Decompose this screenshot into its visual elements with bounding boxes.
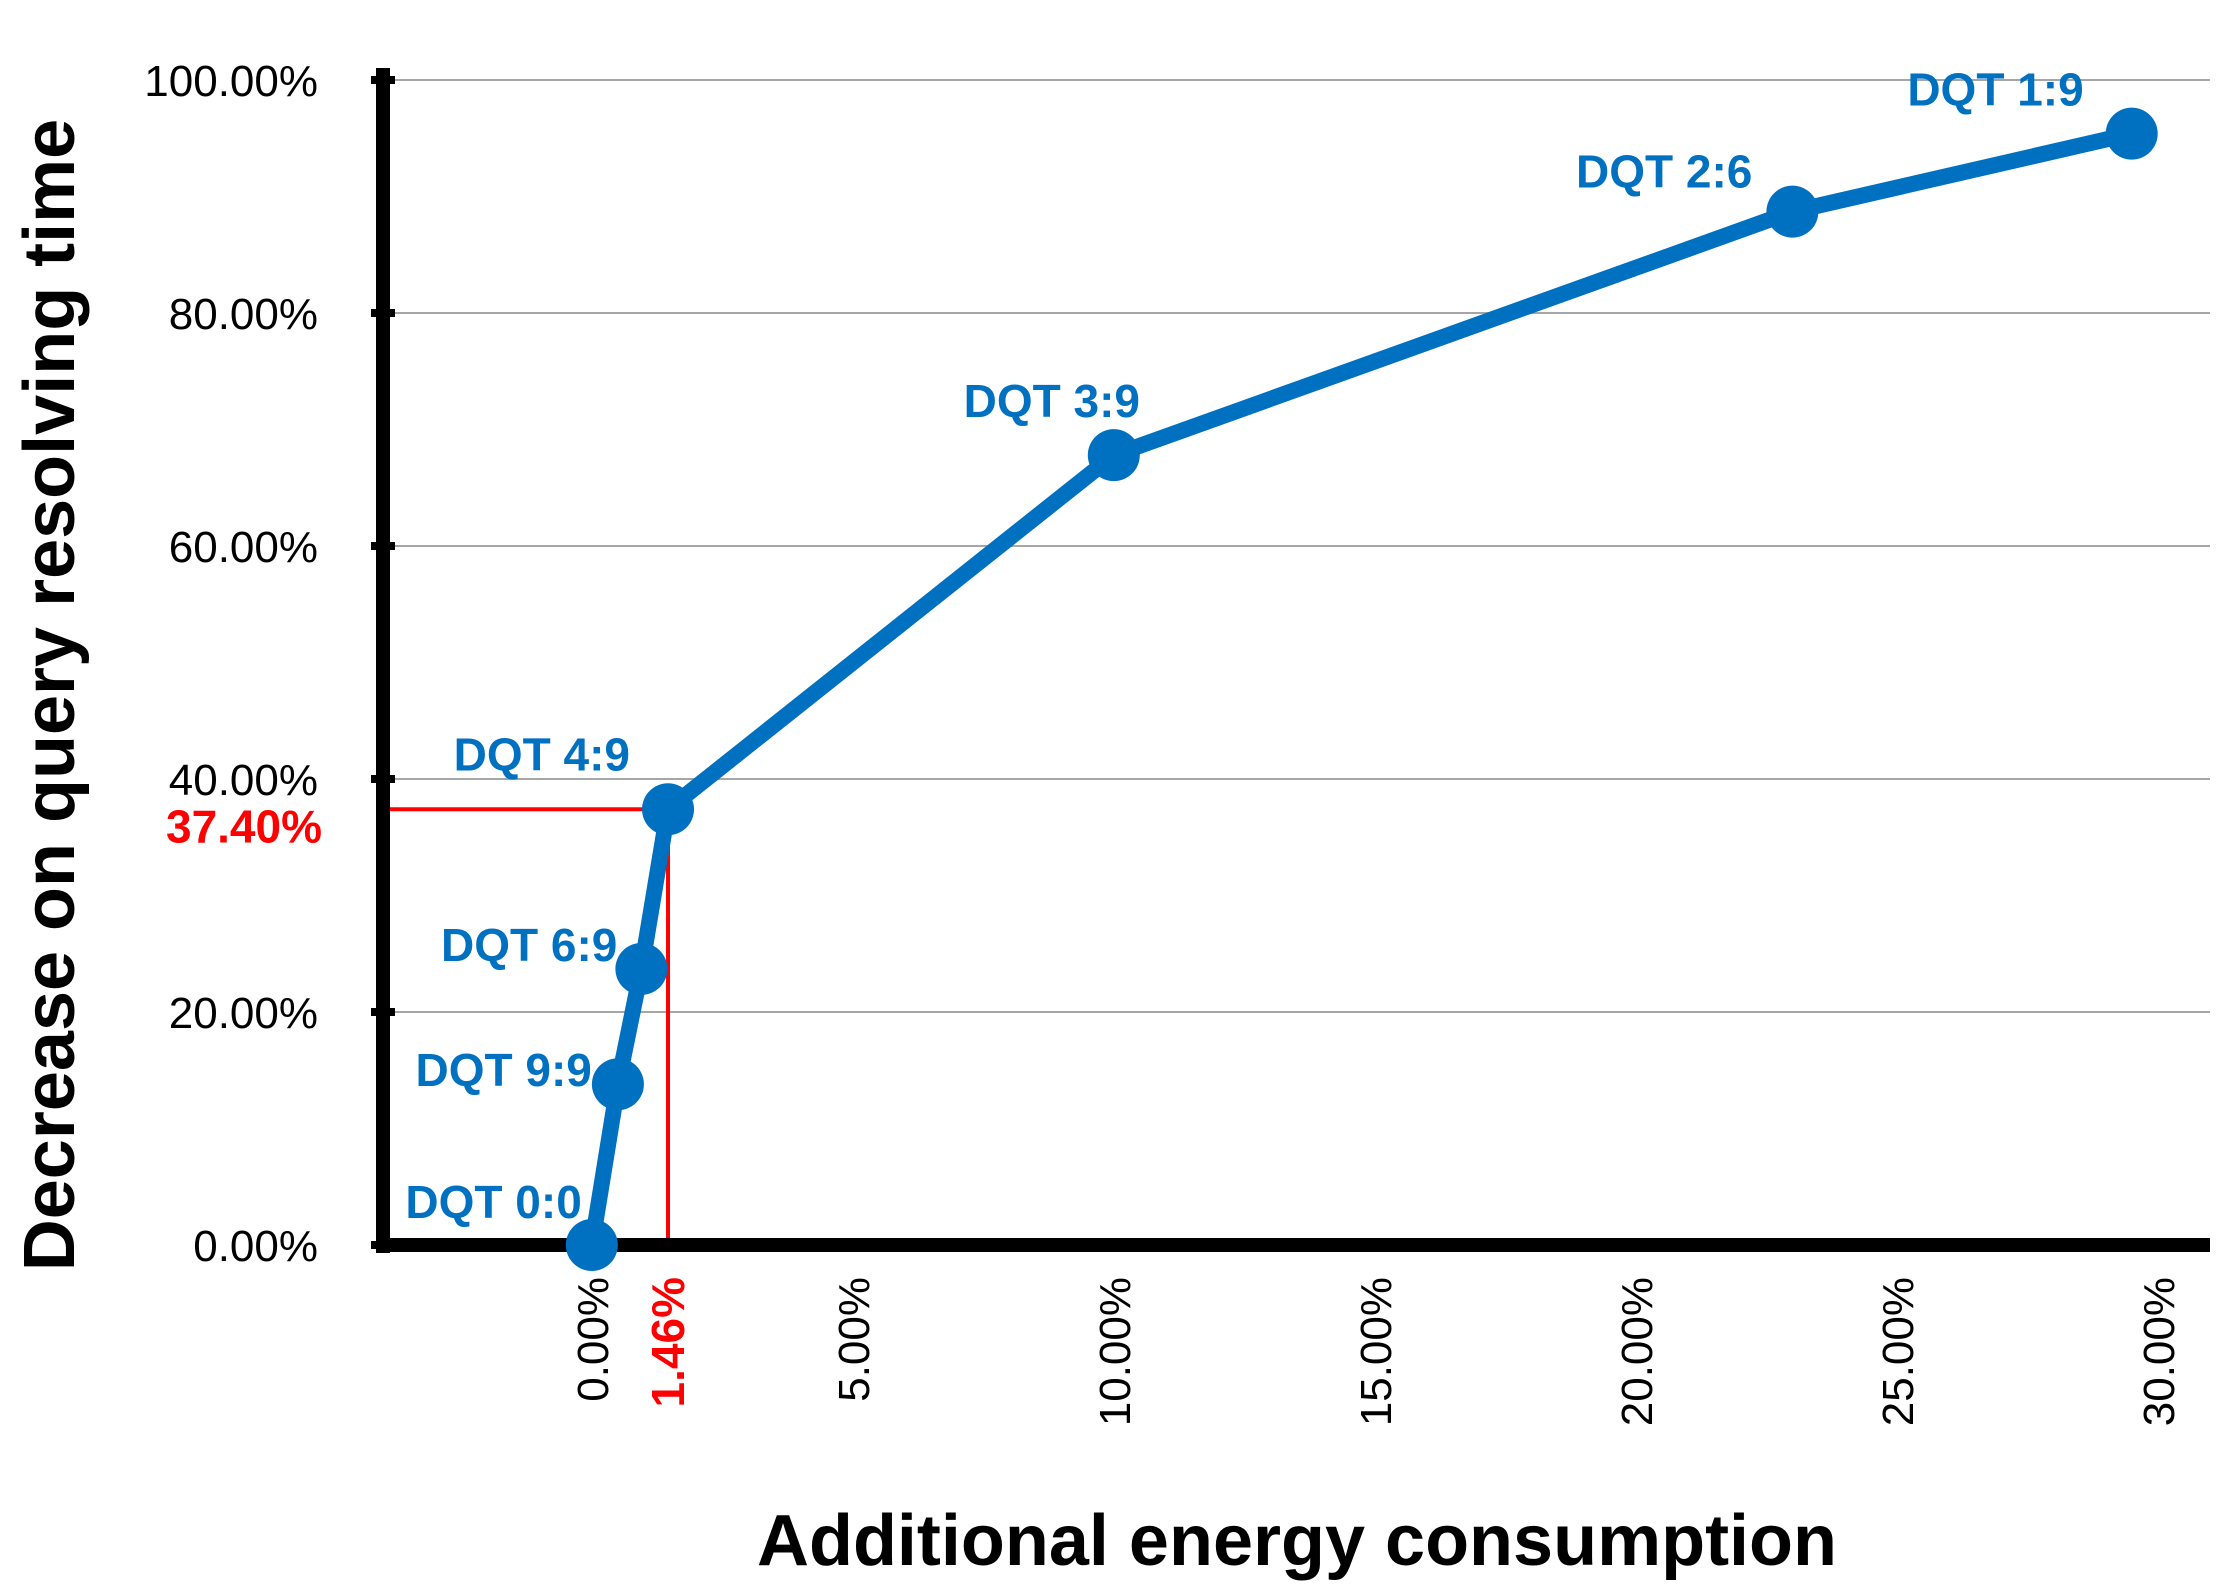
highlight-x-label: 1.46%	[642, 1277, 694, 1407]
data-point	[2105, 107, 2158, 160]
axes	[371, 68, 2210, 1253]
highlight-guides: 37.40% 1.46%	[166, 800, 694, 1407]
y-tick-label: 20.00%	[169, 989, 318, 1038]
y-tick-label: 60.00%	[169, 523, 318, 572]
data-point	[1087, 429, 1140, 482]
data-point-label: DQT 6:9	[441, 919, 617, 971]
data-point	[1766, 185, 1819, 238]
y-tick-label: 80.00%	[169, 290, 318, 339]
data-point	[565, 1219, 618, 1271]
series-line	[583, 125, 2134, 1247]
x-tick-label: 25.00%	[1874, 1277, 1923, 1426]
x-tick-labels: 0.00% 5.00% 10.00% 15.00% 20.00% 25.00% 30.00%	[569, 1277, 2184, 1426]
x-tick-label: 15.00%	[1352, 1277, 1401, 1426]
data-point-label: DQT 1:9	[1907, 64, 2083, 116]
data-point-label: DQT 0:0	[405, 1176, 581, 1228]
y-tick-labels: 0.00% 20.00% 40.00% 60.00% 80.00% 100.00%	[144, 57, 318, 1271]
y-tick-label: 40.00%	[169, 756, 318, 805]
highlight-y-label: 37.40%	[166, 800, 322, 852]
data-point-label: DQT 3:9	[964, 375, 1140, 427]
x-tick-label: 5.00%	[830, 1277, 879, 1402]
x-tick-label: 10.00%	[1091, 1277, 1140, 1426]
data-point-label: DQT 9:9	[416, 1044, 592, 1096]
data-point-label: DQT 4:9	[454, 728, 630, 780]
data-point	[642, 783, 695, 836]
data-point	[615, 942, 668, 995]
point-labels: DQT 0:0 DQT 9:9 DQT 6:9 DQT 4:9 DQT 3:9 DQT 2…	[405, 64, 2083, 1228]
x-tick-label: 20.00%	[1613, 1277, 1662, 1426]
data-point-label: DQT 2:6	[1576, 146, 1752, 198]
x-tick-label: 30.00%	[2135, 1277, 2184, 1426]
x-tick-label: 0.00%	[569, 1277, 618, 1402]
series-dqt	[565, 107, 2158, 1271]
data-point	[591, 1058, 644, 1111]
y-tick-label: 100.00%	[144, 57, 318, 106]
y-axis-title: Decrease on query resolving time	[10, 119, 90, 1271]
y-tick-label: 0.00%	[193, 1222, 318, 1271]
gridlines	[383, 79, 2210, 1013]
x-axis-title: Additional energy consumption	[757, 1501, 1837, 1581]
